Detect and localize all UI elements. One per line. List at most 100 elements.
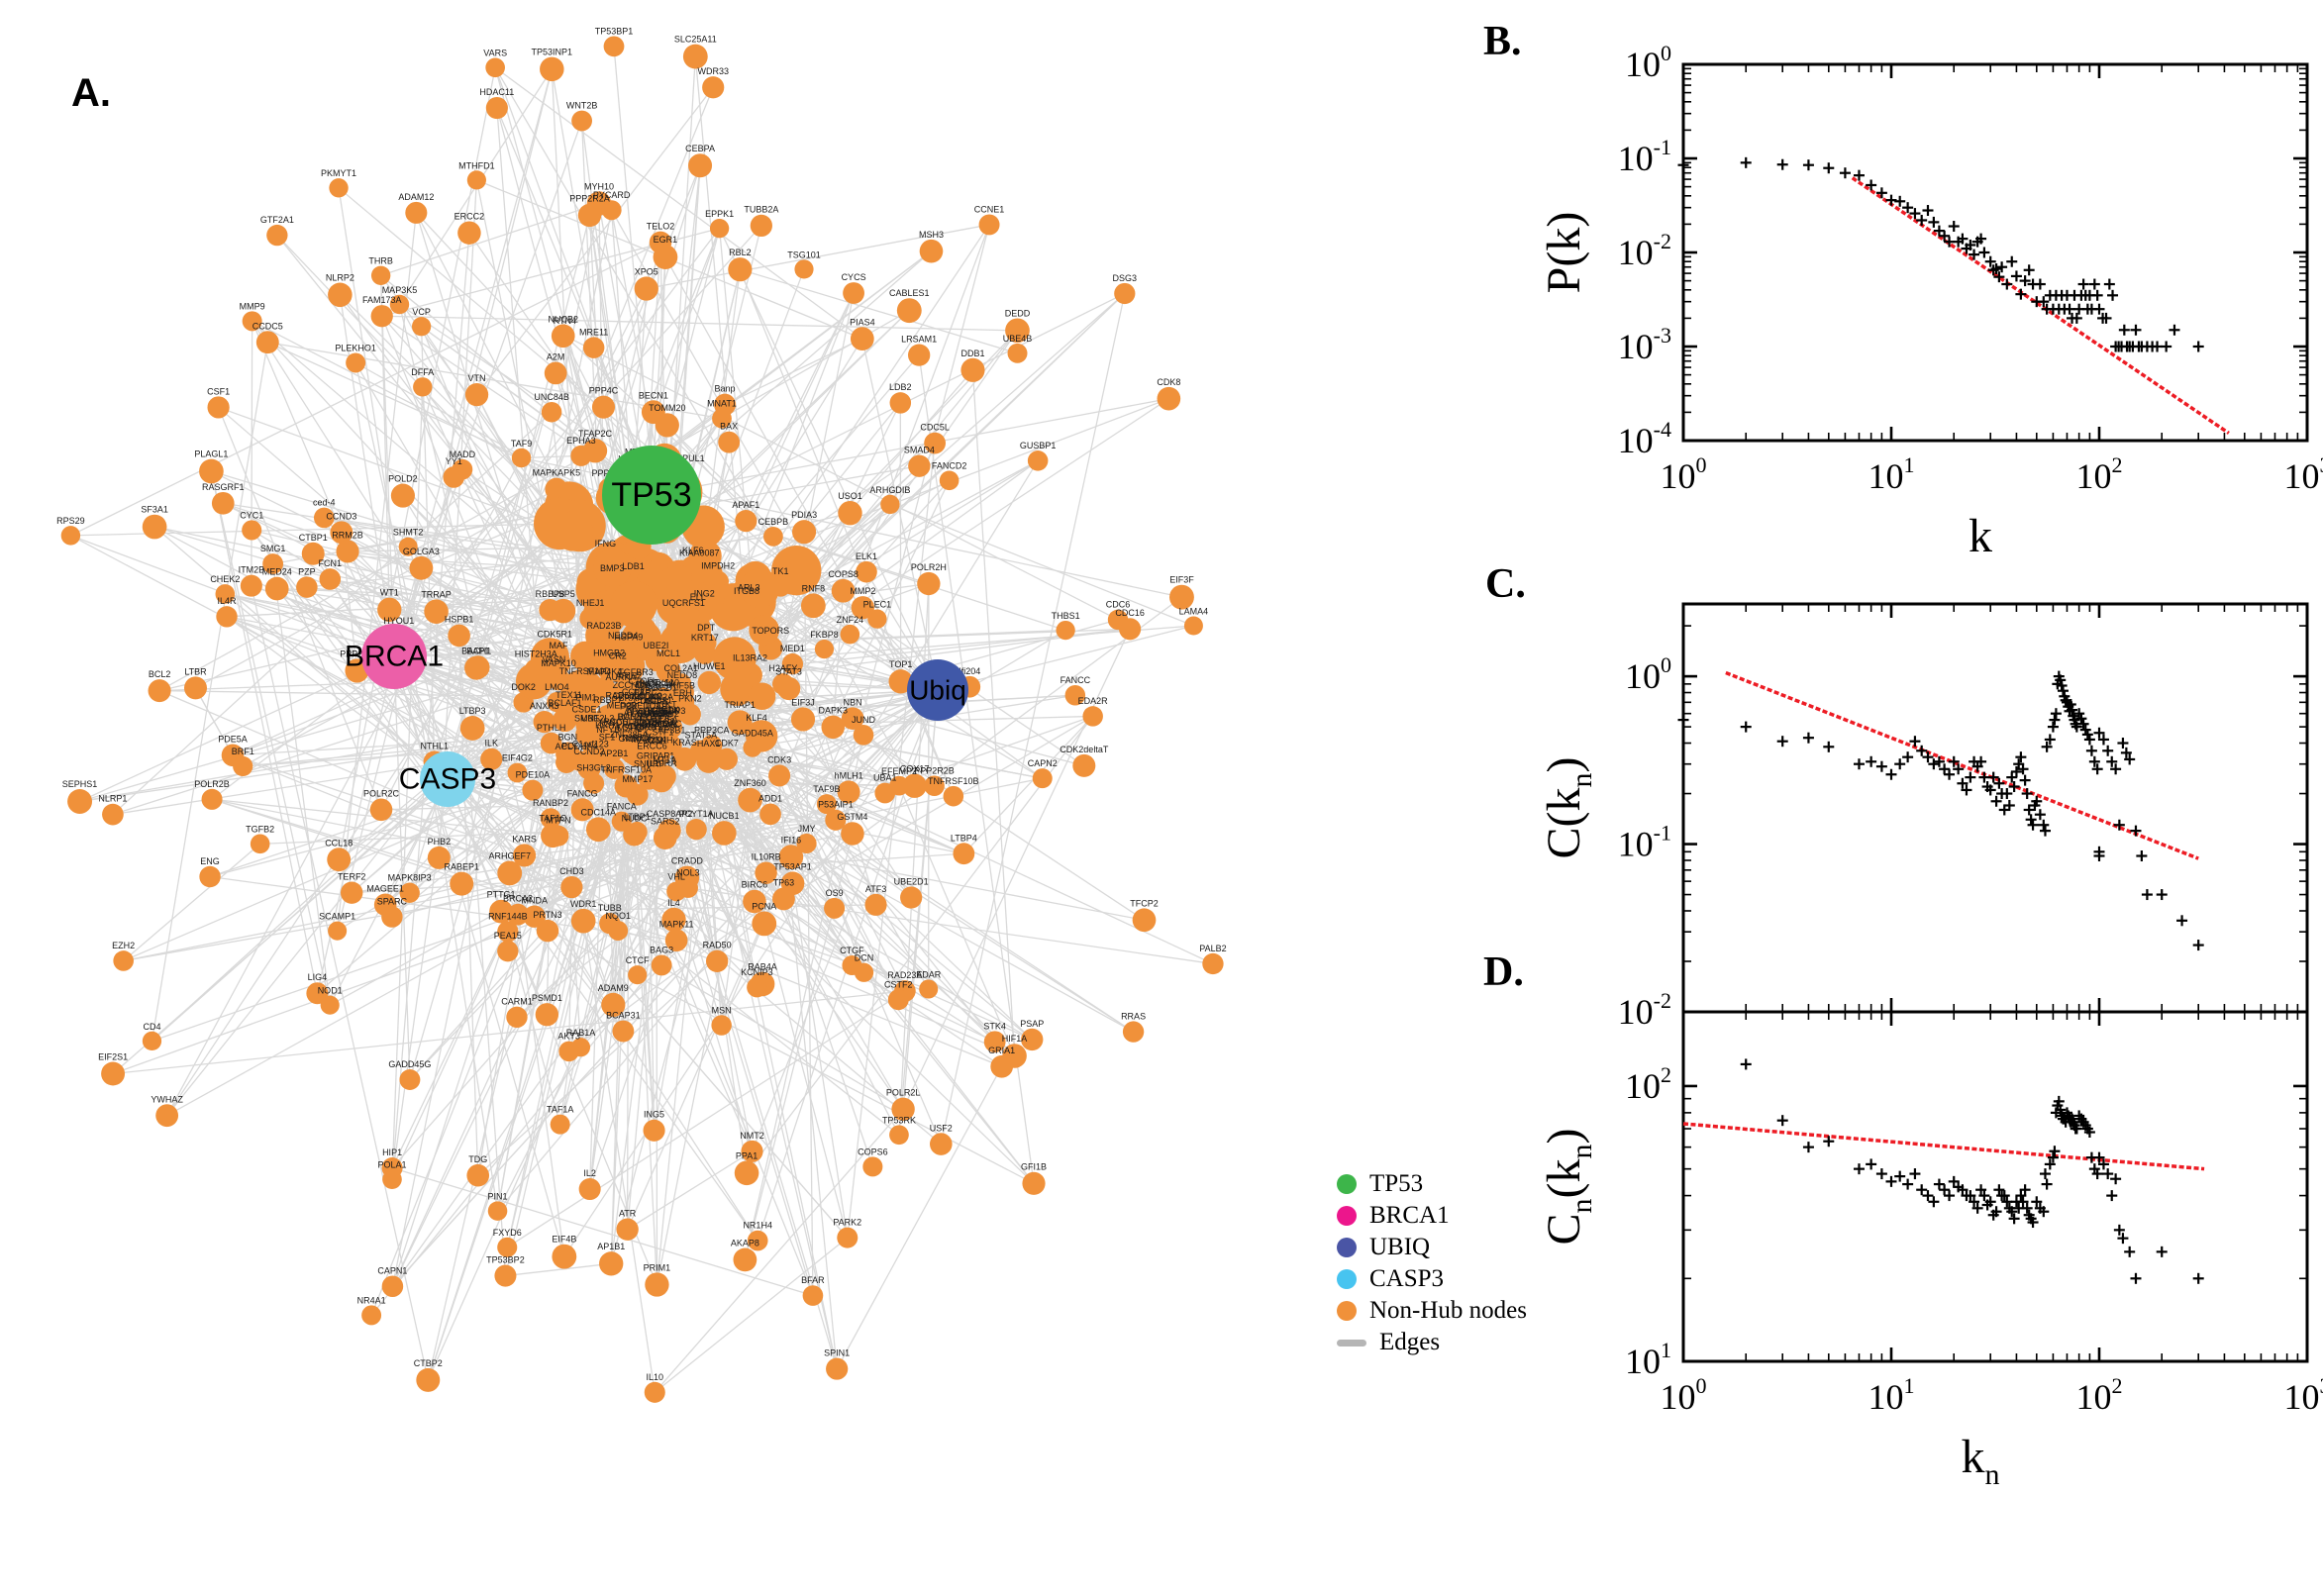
svg-text:FANCG: FANCG bbox=[567, 788, 598, 798]
svg-text:AP3B1: AP3B1 bbox=[657, 725, 685, 735]
svg-text:RTN4: RTN4 bbox=[554, 316, 576, 326]
edge-line-icon bbox=[1337, 1339, 1366, 1347]
svg-text:CCNH: CCNH bbox=[647, 735, 672, 745]
svg-text:RPS29: RPS29 bbox=[56, 516, 85, 526]
svg-text:DHCR24: DHCR24 bbox=[636, 679, 671, 689]
svg-text:OS9: OS9 bbox=[826, 888, 844, 898]
svg-text:DPT: DPT bbox=[697, 623, 716, 633]
svg-text:RRAS: RRAS bbox=[1121, 1011, 1146, 1021]
svg-text:TP63: TP63 bbox=[773, 877, 795, 887]
svg-text:EDAR: EDAR bbox=[916, 969, 942, 979]
svg-text:BRF1: BRF1 bbox=[232, 747, 254, 756]
svg-text:NFYB: NFYB bbox=[596, 725, 620, 735]
svg-text:CHEK2: CHEK2 bbox=[210, 574, 240, 584]
svg-text:CDK7: CDK7 bbox=[715, 739, 739, 748]
svg-text:XRCC6: XRCC6 bbox=[597, 717, 628, 727]
svg-text:DCN: DCN bbox=[855, 953, 874, 963]
panel-b-letter: B. bbox=[1483, 19, 1522, 64]
svg-text:PIP5K1A: PIP5K1A bbox=[639, 678, 675, 688]
svg-text:TFCP2: TFCP2 bbox=[1130, 898, 1159, 908]
svg-text:STX5: STX5 bbox=[622, 722, 645, 732]
svg-text:PDE5A: PDE5A bbox=[218, 734, 248, 744]
svg-text:SF1: SF1 bbox=[599, 733, 616, 743]
data-points bbox=[1677, 156, 2204, 352]
svg-text:FSCN1: FSCN1 bbox=[649, 719, 678, 729]
svg-text:NBN: NBN bbox=[844, 697, 862, 707]
svg-text:HDAC11: HDAC11 bbox=[479, 87, 514, 97]
svg-text:TUBB2A: TUBB2A bbox=[744, 205, 778, 215]
svg-text:CDS1: CDS1 bbox=[634, 696, 657, 706]
svg-text:HIP1: HIP1 bbox=[382, 1147, 402, 1157]
svg-text:PIN1: PIN1 bbox=[488, 1191, 508, 1201]
svg-text:PPP2R4: PPP2R4 bbox=[340, 648, 374, 658]
svg-text:BGN: BGN bbox=[558, 732, 578, 742]
svg-text:STAT5A: STAT5A bbox=[685, 731, 718, 741]
svg-text:TP53BP1: TP53BP1 bbox=[595, 26, 634, 36]
svg-text:PLEKHO1: PLEKHO1 bbox=[335, 343, 376, 352]
svg-text:RFC1: RFC1 bbox=[652, 716, 675, 726]
svg-text:TERF2: TERF2 bbox=[338, 871, 366, 881]
svg-text:CYCS: CYCS bbox=[842, 272, 866, 282]
svg-text:MSN: MSN bbox=[712, 1005, 732, 1015]
svg-text:MAPK11: MAPK11 bbox=[659, 919, 694, 929]
plot-border bbox=[1681, 1010, 2309, 1363]
svg-text:POLR2L: POLR2L bbox=[886, 1088, 921, 1098]
svg-text:GTF2A1: GTF2A1 bbox=[260, 215, 294, 225]
svg-text:TAF9B: TAF9B bbox=[813, 784, 840, 794]
svg-text:RBBP7: RBBP7 bbox=[593, 695, 623, 705]
svg-text:ATR: ATR bbox=[619, 1208, 637, 1218]
svg-text:MAPK10: MAPK10 bbox=[541, 658, 576, 668]
svg-text:NP: NP bbox=[651, 692, 663, 702]
svg-text:MAPKAPK5: MAPKAPK5 bbox=[533, 468, 581, 478]
svg-text:AP2B1: AP2B1 bbox=[600, 748, 628, 758]
svg-text:FANCA: FANCA bbox=[607, 802, 637, 812]
svg-text:NMT2: NMT2 bbox=[740, 1131, 764, 1141]
svg-text:CCND2: CCND2 bbox=[573, 747, 604, 756]
svg-text:TELO2: TELO2 bbox=[647, 222, 675, 232]
svg-text:ITGB8: ITGB8 bbox=[734, 586, 759, 596]
svg-text:THBS1: THBS1 bbox=[1052, 611, 1080, 621]
svg-text:MTPN: MTPN bbox=[546, 816, 571, 826]
legend-item-ubiq: UBIQ bbox=[1337, 1234, 1527, 1260]
svg-text:TOP1: TOP1 bbox=[889, 659, 912, 669]
svg-text:EZH2: EZH2 bbox=[112, 941, 135, 950]
svg-text:ADAM9: ADAM9 bbox=[598, 983, 629, 993]
svg-text:NR4A1: NR4A1 bbox=[357, 1295, 386, 1305]
svg-text:FAM175A: FAM175A bbox=[639, 715, 678, 725]
svg-text:PCNA: PCNA bbox=[752, 901, 776, 911]
panel-c-plot: 100 10-1 10-2 C(kn) bbox=[1538, 602, 2309, 1032]
svg-text:NUDC: NUDC bbox=[622, 814, 648, 824]
svg-text:SMAD4: SMAD4 bbox=[904, 445, 935, 454]
svg-text:SARS2: SARS2 bbox=[651, 816, 680, 826]
svg-text:TUBB: TUBB bbox=[598, 903, 622, 913]
svg-text:POLD2: POLD2 bbox=[388, 474, 418, 484]
svg-text:RAD23B: RAD23B bbox=[587, 621, 622, 631]
svg-text:PHB2: PHB2 bbox=[428, 837, 452, 847]
svg-text:MADD: MADD bbox=[450, 449, 476, 459]
svg-text:USF2: USF2 bbox=[930, 1123, 953, 1133]
svg-text:LDB1: LDB1 bbox=[622, 561, 645, 571]
svg-text:HIF1A: HIF1A bbox=[1002, 1034, 1028, 1044]
svg-text:GRIA1: GRIA1 bbox=[988, 1046, 1015, 1055]
svg-text:SPIN1: SPIN1 bbox=[824, 1347, 850, 1357]
svg-text:PRTN3: PRTN3 bbox=[533, 910, 561, 920]
svg-text:CTGF: CTGF bbox=[840, 946, 864, 955]
svg-text:YY1: YY1 bbox=[446, 456, 462, 466]
svg-text:CDK5R1: CDK5R1 bbox=[537, 630, 572, 640]
hub-label-tp53: TP53 bbox=[611, 476, 691, 514]
network-legend: TP53 BRCA1 UBIQ CASP3 Non-Hub nodes Edge… bbox=[1337, 1170, 1527, 1355]
y-axis-label: P(k) bbox=[1538, 212, 1590, 294]
hub-node-brca1 bbox=[361, 624, 427, 689]
svg-text:H2AFY: H2AFY bbox=[768, 663, 797, 673]
svg-text:BIRC7: BIRC7 bbox=[636, 722, 662, 732]
panel-d-letter: D. bbox=[1483, 949, 1524, 995]
svg-text:MMP9: MMP9 bbox=[240, 301, 265, 311]
svg-text:PPA1: PPA1 bbox=[736, 1150, 758, 1160]
network-graph: TCAP PRIM1 NHEJ1 Ifi204 TP53INP1 H2AFY SMG1 P53… bbox=[56, 26, 1227, 1403]
svg-text:EPHA3: EPHA3 bbox=[566, 436, 596, 446]
svg-text:FANCC: FANCC bbox=[1060, 675, 1091, 685]
svg-text:IL10: IL10 bbox=[646, 1372, 663, 1382]
svg-text:ARHGDIB: ARHGDIB bbox=[869, 485, 910, 495]
svg-text:CLSPN: CLSPN bbox=[628, 722, 657, 732]
